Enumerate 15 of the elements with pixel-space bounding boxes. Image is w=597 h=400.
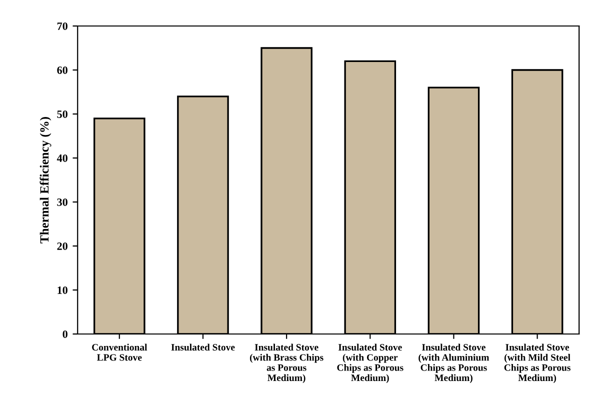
y-tick-label: 30 xyxy=(57,198,68,206)
x-tick-label: Conventional LPG Stove xyxy=(92,344,148,361)
x-tick-label: Insulated Stove (with Aluminium Chips as Porous Medium) xyxy=(418,344,490,384)
y-tick-label: 10 xyxy=(58,286,68,294)
y-tick-label: 0 xyxy=(62,330,68,338)
y-tick-label: 70 xyxy=(57,22,68,30)
x-tick-label: Insulated Stove (with Brass Chips as Porous Medium) xyxy=(250,344,324,384)
y-tick-label: 20 xyxy=(57,242,68,250)
y-axis-title: Thermal Efficiency (%) xyxy=(40,117,52,244)
x-tick-label: Insulated Stove (with Mild Steel Chips as Porous Medium) xyxy=(504,344,570,384)
x-tick-label: Insulated Stove xyxy=(171,344,235,351)
y-tick-label: 40 xyxy=(56,154,68,162)
y-tick-label: 60 xyxy=(57,66,68,74)
x-tick-label: Insulated Stove (with Copper Chips as Porous Medium) xyxy=(337,344,404,384)
y-tick-label: 50 xyxy=(57,110,68,118)
